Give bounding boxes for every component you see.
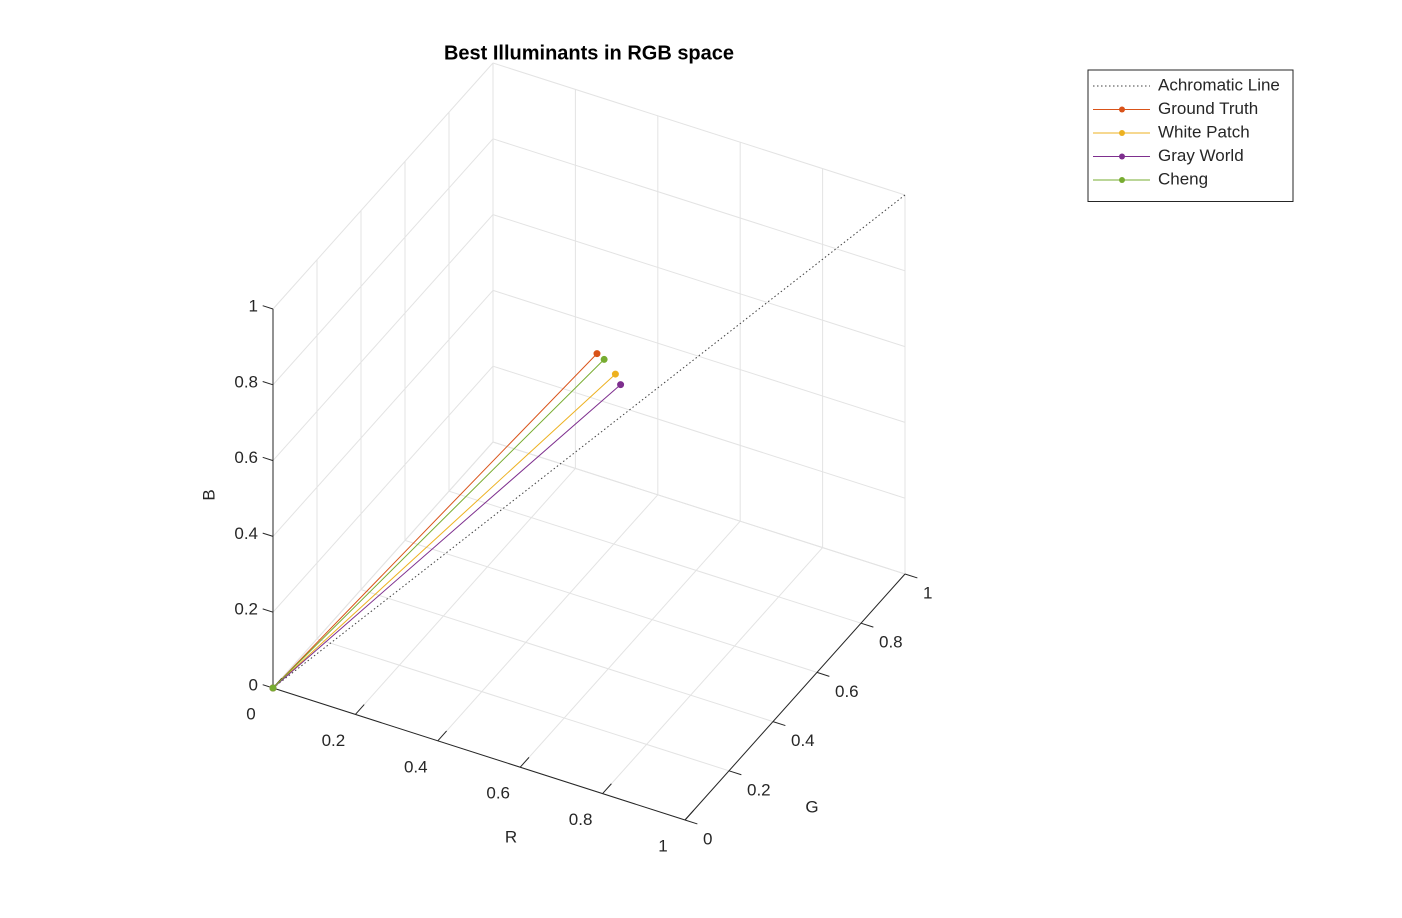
y-axis-line: [684, 573, 906, 821]
series-line: [272, 384, 621, 689]
series-line: [272, 373, 616, 689]
data-point: [600, 355, 608, 363]
y-tick-label: 0: [703, 829, 712, 848]
z-tick: [262, 381, 274, 386]
data-point: [593, 350, 601, 358]
legend-label: Achromatic Line: [1158, 75, 1280, 94]
series-line: [272, 359, 605, 689]
z-tick-label: 0.2: [234, 600, 258, 619]
x-tick: [602, 783, 612, 794]
x-tick-label: 0.4: [404, 757, 428, 776]
grid-line: [272, 138, 494, 386]
y-tick: [816, 671, 830, 677]
x-tick-label: 0: [246, 704, 255, 723]
grid-line: [404, 539, 818, 673]
y-tick: [684, 819, 698, 825]
grid-line: [492, 365, 906, 499]
z-tick: [262, 532, 274, 537]
data-point: [269, 684, 277, 692]
z-tick: [262, 608, 274, 613]
legend-marker: [1119, 153, 1125, 160]
y-tick: [728, 770, 742, 776]
series-line: [272, 194, 906, 689]
x-axis-label: R: [505, 827, 517, 846]
x-tick: [355, 704, 365, 715]
x-tick-label: 0.8: [569, 810, 593, 829]
z-tick-label: 1: [249, 296, 258, 315]
grid-line: [316, 638, 730, 772]
grid-line: [492, 441, 906, 575]
y-tick: [772, 721, 786, 727]
grid-line: [355, 468, 576, 715]
grid-line: [519, 520, 741, 768]
x-tick-label: 0.2: [322, 731, 346, 750]
grid-line: [272, 62, 494, 310]
grid-line: [360, 589, 774, 723]
grid-line: [492, 289, 906, 423]
data-point: [617, 381, 625, 389]
y-tick: [904, 573, 918, 579]
z-tick-label: 0: [249, 675, 258, 694]
z-tick-label: 0.8: [234, 372, 258, 391]
data-point: [611, 370, 619, 378]
grid-line: [492, 62, 906, 196]
x-tick: [684, 809, 695, 821]
x-tick: [519, 757, 530, 768]
grid-line: [492, 138, 906, 272]
y-tick-label: 0.6: [835, 682, 859, 701]
grid-line: [448, 490, 862, 624]
x-axis-line: [272, 687, 686, 821]
y-axis-label: G: [805, 797, 818, 816]
legend-label: White Patch: [1158, 122, 1250, 141]
y-tick-label: 0.4: [791, 731, 815, 750]
legend-label: Gray World: [1158, 146, 1244, 165]
series-line: [272, 353, 598, 689]
grid-line: [602, 547, 823, 794]
y-tick-label: 1: [923, 583, 932, 602]
grid-line: [272, 214, 494, 461]
grid-line: [492, 214, 906, 348]
z-tick: [262, 456, 274, 462]
grid-line: [272, 441, 494, 689]
z-axis-label: B: [199, 489, 218, 500]
grid-line: [272, 365, 494, 613]
legend-marker: [1119, 177, 1125, 183]
x-tick-label: 0.6: [486, 784, 510, 803]
legend-marker: [1119, 130, 1125, 136]
x-tick: [437, 730, 447, 742]
chart-title: Best Illuminants in RGB space: [444, 42, 734, 64]
z-tick-label: 0.6: [234, 448, 258, 467]
legend-label: Cheng: [1158, 169, 1208, 188]
legend-label: Ground Truth: [1158, 99, 1258, 118]
z-tick-label: 0.4: [234, 524, 258, 543]
grid-line: [272, 290, 494, 537]
z-tick: [262, 305, 274, 310]
x-tick-label: 1: [658, 836, 667, 855]
grid-line: [437, 494, 659, 742]
legend-marker: [1119, 106, 1125, 113]
y-tick: [860, 622, 874, 628]
y-tick-label: 0.2: [747, 780, 771, 799]
y-tick-label: 0.8: [879, 633, 903, 652]
